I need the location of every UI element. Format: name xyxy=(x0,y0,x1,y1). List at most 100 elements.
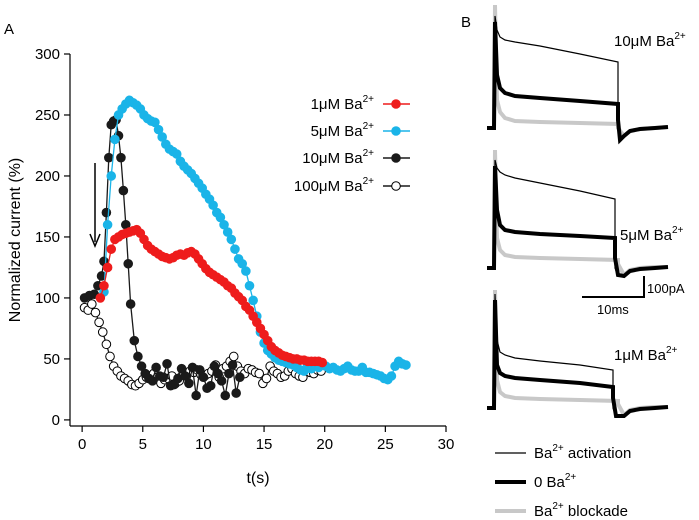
series-line xyxy=(103,99,407,381)
data-point xyxy=(241,266,251,276)
y-tick-label: 0 xyxy=(52,412,60,429)
series-1 xyxy=(99,95,411,385)
y-tick-label: 250 xyxy=(35,107,60,124)
legend: 1μM Ba2+ 5μM Ba2+ 10μM Ba2+ 100μM Ba2+ xyxy=(294,94,410,195)
data-point xyxy=(106,171,117,181)
series-0 xyxy=(95,224,328,368)
data-point xyxy=(317,357,328,368)
data-point xyxy=(226,234,237,245)
y-ticks: 0 50 100 150 200 250 300 xyxy=(35,46,70,429)
data-point xyxy=(123,258,134,269)
data-point xyxy=(116,152,126,163)
data-point xyxy=(118,185,129,196)
panel-b-label: B xyxy=(461,14,471,31)
trace-group-5uM: 5μM Ba2+ xyxy=(487,149,684,279)
trace-activation xyxy=(487,293,669,417)
y-axis-label: Normalized current (%) xyxy=(7,158,24,322)
data-point xyxy=(230,244,240,254)
legend-marker xyxy=(391,181,401,191)
data-point xyxy=(191,390,201,401)
data-point xyxy=(106,244,117,254)
y-tick-label: 150 xyxy=(35,229,60,246)
scale-bar-time: 10ms xyxy=(597,302,629,317)
trace-label-10uM: 10μM Ba2+ xyxy=(614,31,686,50)
data-point xyxy=(104,152,114,163)
series-2 xyxy=(79,115,245,401)
scale-bar: 100pA 10ms xyxy=(582,276,685,317)
trace-group-1uM: 1μM Ba2+ xyxy=(487,289,678,419)
data-point xyxy=(102,262,113,273)
data-point xyxy=(97,327,108,337)
data-point xyxy=(244,280,255,291)
legend-label: 1μM Ba2+ xyxy=(311,94,375,113)
series-3 xyxy=(79,299,326,391)
data-point xyxy=(101,207,112,218)
application-arrow xyxy=(89,163,101,248)
x-tick-label: 30 xyxy=(438,436,455,453)
data-point xyxy=(386,371,397,381)
data-point xyxy=(125,299,136,309)
data-point xyxy=(254,368,265,379)
data-point xyxy=(235,372,245,383)
data-point xyxy=(227,360,238,370)
data-point xyxy=(101,339,112,350)
data-point xyxy=(129,335,140,346)
data-point xyxy=(184,378,194,389)
x-ticks: 0 5 10 15 20 25 30 xyxy=(78,426,454,453)
data-point xyxy=(401,360,411,370)
data-point xyxy=(228,351,239,362)
trace-group-10uM: 10μM Ba2+ xyxy=(487,4,686,145)
trace-label-1uM: 1μM Ba2+ xyxy=(614,345,678,364)
x-tick-label: 10 xyxy=(195,436,212,453)
x-tick-label: 20 xyxy=(316,436,333,453)
data-point xyxy=(151,362,161,373)
data-point xyxy=(158,372,169,383)
data-point xyxy=(133,351,143,362)
legend-marker xyxy=(391,126,401,136)
data-point xyxy=(94,317,104,328)
legend-label: 100μM Ba2+ xyxy=(294,176,374,195)
x-axis-label: t(s) xyxy=(246,470,269,487)
legend-marker xyxy=(391,99,401,109)
data-point xyxy=(105,351,115,362)
trace-activation xyxy=(487,15,669,142)
series-layer xyxy=(79,95,411,401)
legend-label: 5μM Ba2+ xyxy=(311,121,375,140)
data-point xyxy=(90,307,101,318)
y-tick-label: 100 xyxy=(35,290,60,307)
trace-legend-label: 0 Ba2+ xyxy=(534,472,576,491)
data-point xyxy=(102,219,113,230)
trace-activation xyxy=(487,159,669,277)
data-point xyxy=(224,368,234,379)
data-point xyxy=(95,293,106,303)
trace-blockade xyxy=(487,4,669,139)
legend-label: 10μM Ba2+ xyxy=(302,148,374,167)
data-point xyxy=(110,134,120,145)
data-point xyxy=(198,372,209,383)
y-tick-label: 200 xyxy=(35,168,60,185)
y-tick-label: 50 xyxy=(43,351,60,368)
x-tick-label: 5 xyxy=(139,436,147,453)
data-point xyxy=(216,376,227,386)
chart-a: 0 50 100 150 200 250 300 0 5 10 15 20 25 30 Normaliz… xyxy=(7,46,454,487)
legend-marker xyxy=(391,153,401,163)
trace-legend-label: Ba2+ activation xyxy=(534,443,631,462)
data-point xyxy=(205,380,216,391)
x-tick-label: 25 xyxy=(377,436,394,453)
trace-legend-label: Ba2+ blockade xyxy=(534,501,628,520)
x-tick-label: 15 xyxy=(256,436,273,453)
data-point xyxy=(248,295,258,306)
data-point xyxy=(261,373,272,384)
current-traces: 10μM Ba2+ 5μM Ba2+ 100pA 10ms 1μM Ba2+ B… xyxy=(487,4,686,520)
data-point xyxy=(99,280,109,291)
data-point xyxy=(87,299,97,309)
trace-blockade xyxy=(487,149,668,279)
data-point xyxy=(231,388,241,398)
data-point xyxy=(162,358,172,369)
data-point xyxy=(147,376,158,386)
y-tick-label: 300 xyxy=(35,46,60,63)
scale-bar-current: 100pA xyxy=(647,281,685,296)
data-point xyxy=(220,390,231,401)
panel-a-label: A xyxy=(4,21,14,38)
